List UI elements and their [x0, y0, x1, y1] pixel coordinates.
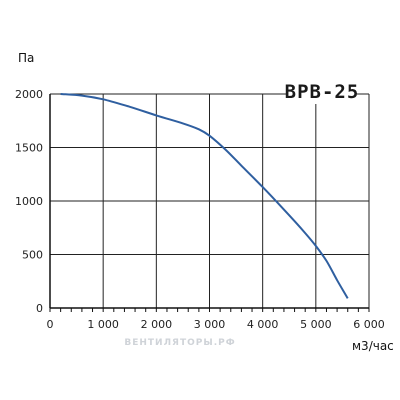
y-tick-label-2: 1000	[15, 195, 43, 208]
x-tick-label-4: 4 000	[247, 318, 279, 331]
title-background	[287, 78, 357, 104]
x-tick-labels: 0 1 000 2 000 3 000 4 000 5 000 6 000	[47, 318, 385, 331]
grid	[50, 93, 370, 308]
y-tick-labels: 0 500 1000 1500 2000	[15, 88, 43, 315]
x-tick-label-2: 2 000	[141, 318, 173, 331]
y-axis-unit-label: Па	[18, 51, 34, 65]
watermark: ВЕНТИЛЯТОРЫ.РФ	[124, 338, 235, 348]
x-axis-unit-label: м3/час	[352, 339, 394, 353]
y-tick-label-3: 1500	[15, 142, 43, 155]
chart-title: BPB-25	[285, 81, 360, 103]
y-tick-label-4: 2000	[15, 88, 43, 101]
x-tick-label-6: 6 000	[353, 318, 385, 331]
x-tick-label-0: 0	[47, 318, 54, 331]
x-tick-label-5: 5 000	[300, 318, 332, 331]
series-line	[60, 93, 349, 299]
y-tick-label-0: 0	[36, 302, 43, 315]
x-tick-label-3: 3 000	[194, 318, 226, 331]
y-tick-label-1: 500	[22, 249, 43, 262]
x-tick-label-1: 1 000	[87, 318, 119, 331]
